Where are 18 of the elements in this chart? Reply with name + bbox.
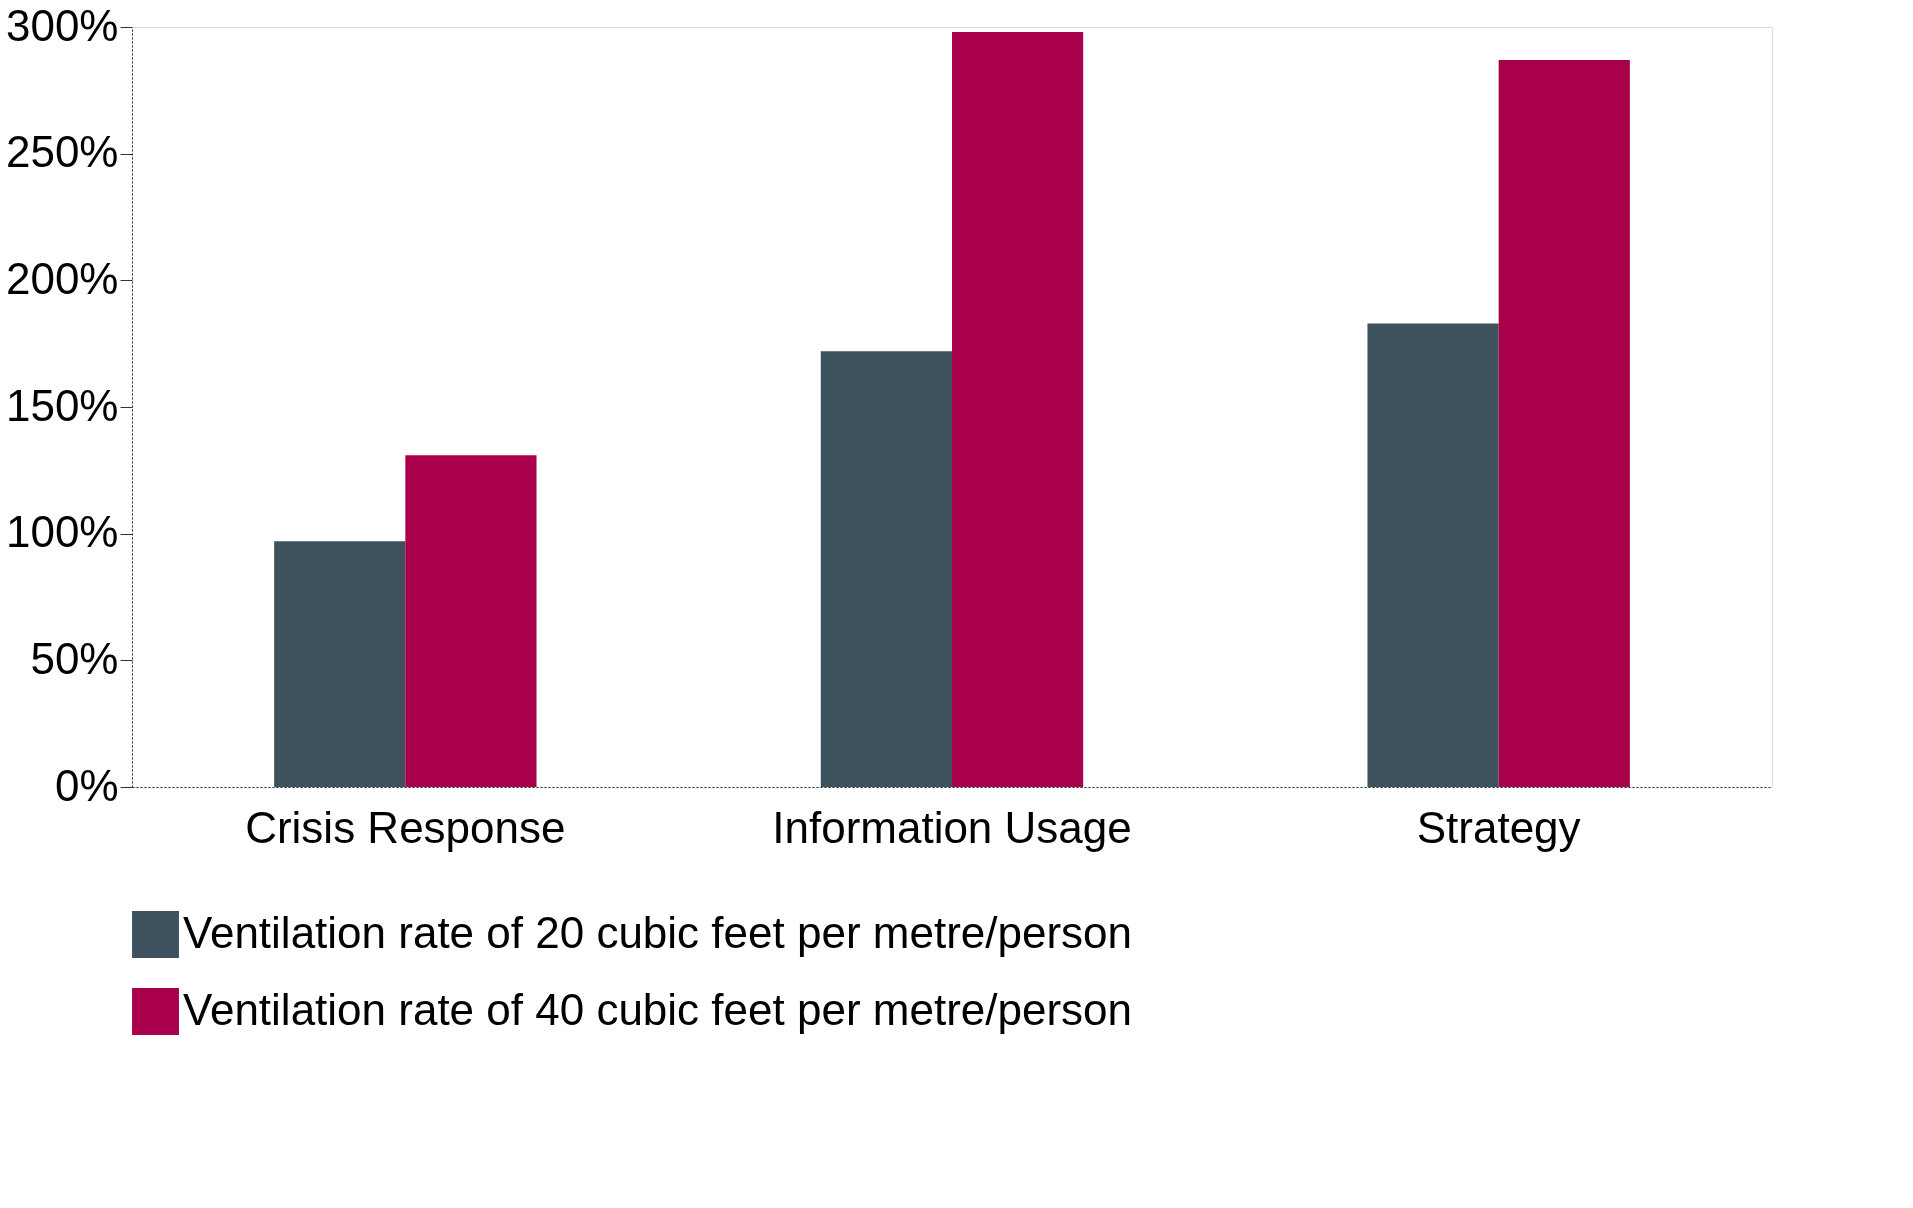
y-tick-label: 300%	[5, 0, 119, 50]
y-tick-label: 150%	[5, 380, 119, 430]
legend-label: Ventilation rate of 40 cubic feet per metre/person	[183, 984, 1133, 1034]
y-tick-label: 0%	[54, 760, 119, 810]
x-tick-label: Information Usage	[772, 802, 1132, 852]
y-tick-label: 50%	[30, 633, 119, 683]
y-tick-label: 250%	[5, 127, 119, 177]
bar	[952, 32, 1084, 787]
bar	[1367, 323, 1499, 787]
bar	[274, 541, 406, 787]
bar	[405, 455, 537, 787]
y-tick-label: 100%	[5, 507, 119, 557]
y-tick-label: 200%	[5, 253, 119, 303]
x-tick-label: Strategy	[1416, 802, 1581, 852]
bar	[820, 351, 952, 787]
bar	[1498, 59, 1630, 787]
legend-label: Ventilation rate of 20 cubic feet per metre/person	[183, 907, 1133, 957]
x-tick-label: Crisis Response	[245, 802, 566, 852]
